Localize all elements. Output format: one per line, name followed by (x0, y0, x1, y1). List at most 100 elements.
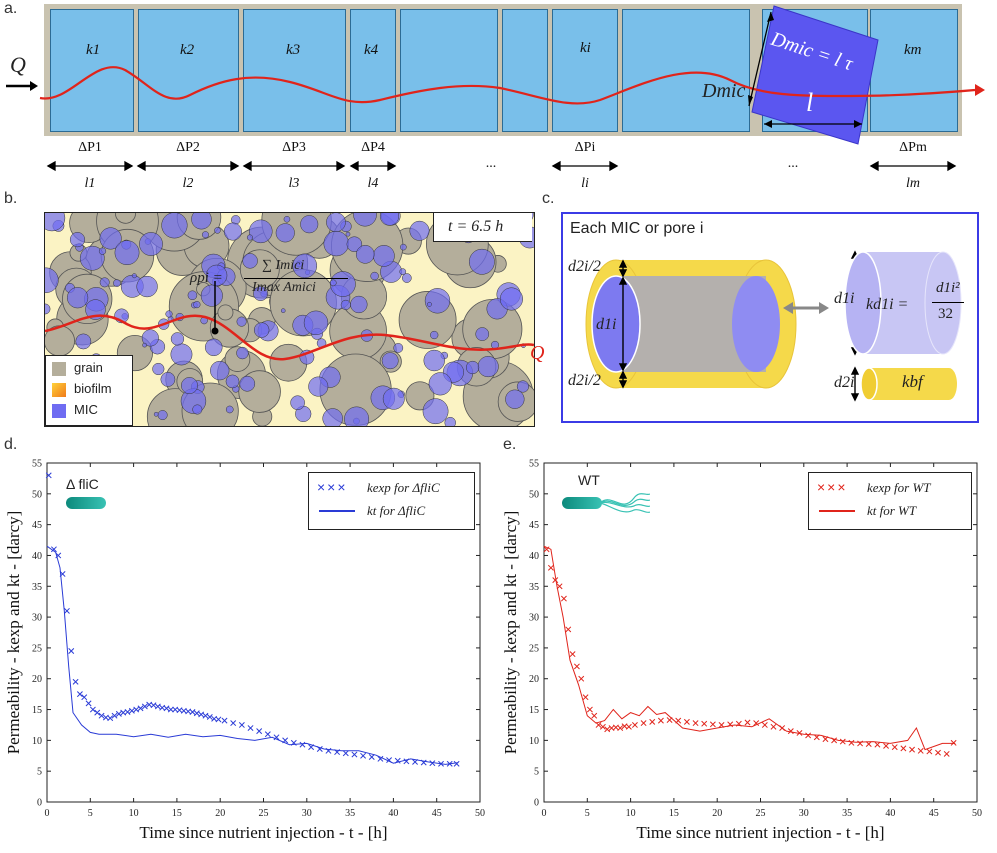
data-point-kexp (770, 723, 777, 730)
half-thickness-bottom: d2i/2 (568, 372, 601, 389)
x-tick-label: 15 (172, 808, 182, 819)
mic-circle (422, 398, 449, 425)
mic-circle (346, 236, 363, 252)
data-point-stroke (81, 694, 88, 701)
mic-circle (345, 231, 351, 237)
mic-circle (409, 220, 430, 241)
data-point-kexp (701, 720, 708, 727)
data-point-stroke (282, 737, 289, 744)
mic-circle (225, 405, 234, 414)
mic-circle (373, 245, 395, 267)
legend-e-label-kt: kt for WT (867, 503, 917, 518)
mic-circle (499, 287, 523, 311)
data-point-kexp (753, 720, 760, 727)
data-point-kexp (325, 747, 332, 754)
data-point-stroke (438, 760, 444, 767)
data-point-kexp (438, 760, 444, 767)
data-point-stroke (264, 731, 271, 738)
mic-circle (181, 377, 198, 394)
data-point-stroke (420, 759, 427, 766)
legend-e-label-kexp: kexp for WT (867, 480, 931, 495)
data-point-kexp (666, 717, 673, 723)
right-d1-label: d1i (834, 290, 855, 307)
data-point-stroke (883, 742, 890, 749)
y-tick-label: 5 (534, 767, 539, 778)
data-point-stroke (709, 721, 716, 728)
legend-d: ××× kexp for ΔfliC kt for ΔfliC (308, 472, 475, 530)
data-point-stroke (368, 754, 375, 760)
data-point-stroke (256, 728, 263, 735)
mic-circle (427, 301, 432, 307)
flow-arrowhead (975, 84, 985, 96)
x-tick-label: 35 (345, 808, 355, 819)
data-point-kexp (822, 736, 829, 743)
grain-circle (114, 213, 136, 224)
data-point-kexp (718, 722, 725, 728)
data-point-kexp (683, 718, 690, 725)
data-point-stroke (848, 739, 855, 746)
mic-circle (165, 310, 173, 318)
data-point-kexp (595, 722, 602, 728)
mic-circle (353, 213, 377, 227)
data-point-kexp (874, 741, 881, 748)
panel-b-legend: grain biofilm MIC (45, 355, 133, 426)
mic-circle (69, 232, 86, 248)
data-point-stroke (76, 691, 83, 698)
data-point-stroke (215, 716, 222, 723)
dmic-arrow (748, 11, 772, 107)
data-point-stroke (770, 723, 777, 730)
data-point-stroke (59, 570, 66, 577)
data-point-stroke (683, 718, 690, 725)
data-point-kexp (238, 722, 245, 728)
data-point-kexp (85, 700, 92, 707)
data-point-stroke (85, 700, 92, 707)
data-point-kexp (586, 706, 593, 713)
data-point-kexp (273, 734, 280, 741)
x-tick-label: 50 (475, 808, 485, 819)
legend-swatch-mic (52, 404, 66, 418)
data-point-stroke (831, 737, 838, 744)
data-point-stroke (744, 719, 751, 726)
y-tick-label: 10 (32, 736, 42, 747)
data-point-stroke (917, 747, 924, 754)
k-formula-bar (932, 302, 964, 303)
data-point-stroke (813, 734, 820, 741)
data-point-kexp (649, 718, 656, 725)
mic-circle (157, 410, 168, 421)
data-point-kexp (591, 712, 598, 719)
time-badge (433, 213, 532, 242)
y-tick-label: 20 (529, 674, 539, 685)
data-point-kexp (556, 583, 563, 590)
dp-label-2: ΔP2 (176, 140, 200, 155)
mic-circle (428, 372, 452, 396)
grain-circle (217, 304, 234, 321)
flagella-icon (600, 493, 650, 514)
x-axis-label: Time since nutrient injection - t - [h] (636, 823, 884, 842)
mic-circle (223, 222, 242, 241)
data-point-stroke (718, 722, 725, 728)
data-point-stroke (649, 718, 656, 725)
mic-circle (225, 374, 240, 389)
data-point-kexp (45, 472, 52, 479)
x-tick-label: 20 (215, 808, 225, 819)
pore-model-diagram (585, 250, 962, 402)
data-point-kexp (453, 760, 460, 767)
dp-arrows (46, 160, 957, 172)
y-tick-label: 30 (32, 613, 42, 624)
mic-circle (139, 232, 163, 256)
data-point-kexp (839, 738, 846, 745)
data-point-kexp (377, 755, 384, 762)
mic-circle (131, 273, 137, 279)
data-point-stroke (857, 740, 864, 747)
data-point-stroke (230, 720, 237, 727)
mic-circle (246, 234, 253, 241)
pipe-segment-5 (400, 9, 498, 132)
inlet-arrowhead (30, 81, 38, 91)
data-point-stroke (617, 725, 624, 731)
l-label-m: lm (906, 176, 920, 191)
data-point-stroke (453, 760, 460, 767)
data-point-stroke (394, 757, 401, 764)
density-equation-num: ∑ Imici (262, 258, 305, 273)
density-equation-den: Imax Amici (252, 280, 316, 295)
mic-circle (187, 290, 198, 301)
